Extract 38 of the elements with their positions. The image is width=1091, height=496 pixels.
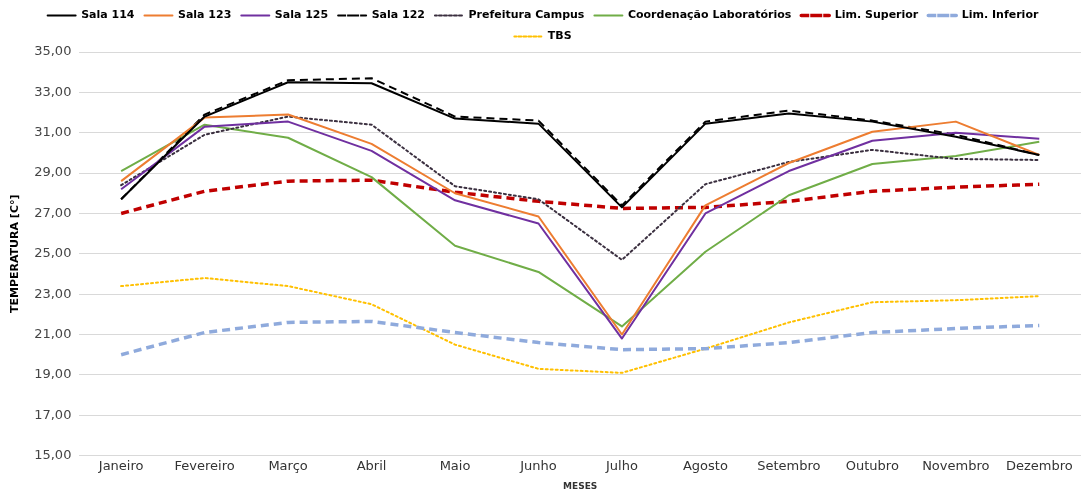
x-tick-label: Setembro <box>757 457 821 473</box>
x-tick-label: Março <box>268 457 308 473</box>
legend-label: Sala 114 <box>81 8 135 22</box>
x-axis-title: MESES <box>563 480 598 491</box>
legend-label: Lim. Superior <box>834 8 919 22</box>
x-tick-label: Fevereiro <box>174 457 235 473</box>
legend-label: Sala 125 <box>274 8 329 22</box>
legend-label: Lim. Inferior <box>961 8 1039 22</box>
y-tick-label: 33,00 <box>34 83 72 99</box>
y-tick-label: 25,00 <box>34 245 72 261</box>
x-tick-label: Dezembro <box>1005 457 1073 473</box>
x-tick-label: Julho <box>605 457 638 473</box>
x-tick-label: Junho <box>519 457 557 473</box>
x-tick-label: Outubro <box>845 457 899 473</box>
y-tick-label: 15,00 <box>34 446 72 462</box>
x-tick-label: Novembro <box>922 457 990 473</box>
y-tick-label: 23,00 <box>34 285 72 301</box>
x-tick-label: Janeiro <box>97 457 144 473</box>
legend-label: Sala 123 <box>177 8 232 22</box>
line-series <box>119 319 1042 357</box>
y-tick-label: 27,00 <box>34 204 72 220</box>
y-tick-label: 19,00 <box>34 366 72 382</box>
y-tick-label: 29,00 <box>34 164 72 180</box>
y-tick-label: 17,00 <box>34 406 72 422</box>
legend-label: Sala 122 <box>371 8 425 22</box>
line-series <box>120 277 1041 374</box>
y-tick-label: 35,00 <box>34 43 72 59</box>
y-tick-label: 21,00 <box>34 325 72 341</box>
line-series <box>119 178 1042 216</box>
legend-label: TBS <box>547 29 572 43</box>
y-axis-title: TEMPERATURA [C°] <box>8 194 22 314</box>
legend-label: Prefeitura Campus <box>468 8 585 22</box>
line-series <box>120 115 1041 261</box>
x-tick-label: Agosto <box>682 457 728 473</box>
y-tick-label: 31,00 <box>34 124 72 140</box>
x-tick-label: Abril <box>356 457 387 473</box>
legend-label: Coordenação Laboratórios <box>627 8 792 22</box>
x-tick-label: Maio <box>439 457 471 473</box>
